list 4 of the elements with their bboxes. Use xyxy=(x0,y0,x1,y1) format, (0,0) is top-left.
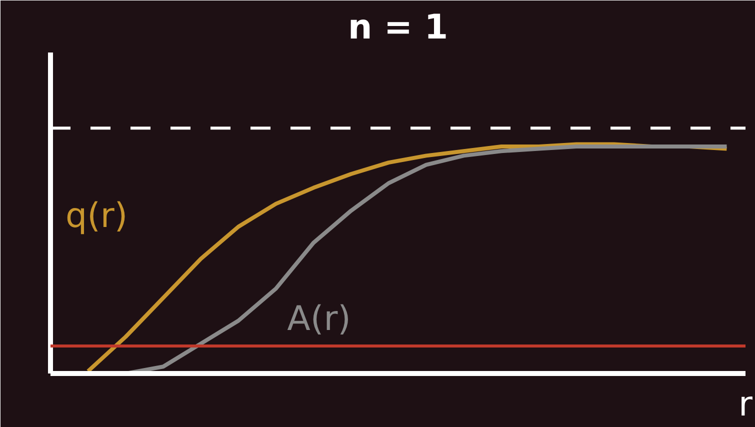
chart-title: n = 1 xyxy=(348,8,448,48)
series-label: A(r) xyxy=(287,299,351,340)
x-axis-title: r xyxy=(738,384,753,424)
text: q(r) xyxy=(66,196,128,236)
